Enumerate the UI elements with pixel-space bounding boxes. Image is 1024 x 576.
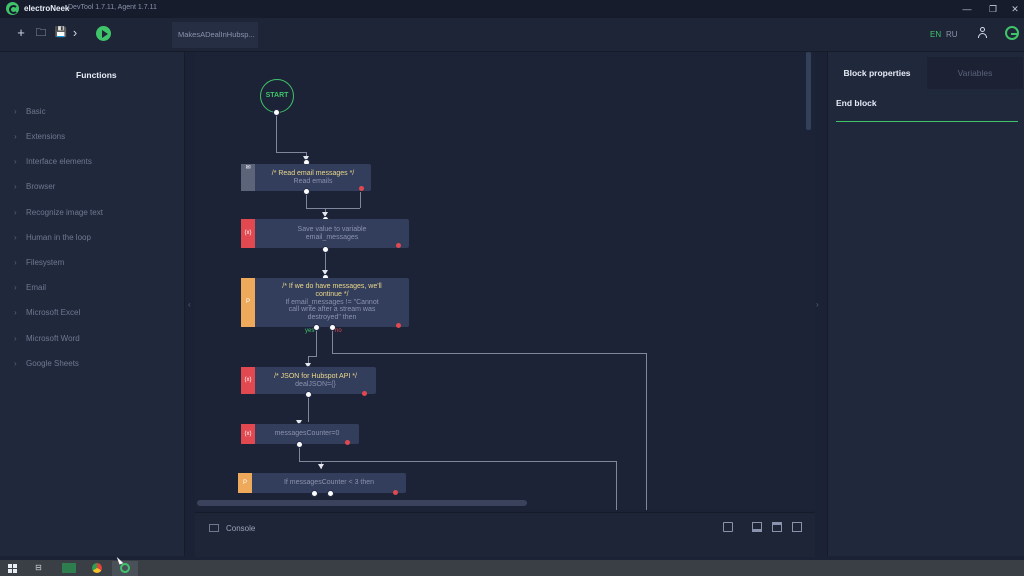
electroneek-logo-icon [6,2,19,15]
function-item-filesystem[interactable]: › Filesystem [14,258,65,267]
chevron-right-icon: › [14,334,17,343]
taskbar-app-icon[interactable] [62,563,76,573]
collapse-left-icon[interactable]: ‹ [188,300,191,309]
chevron-right-icon: › [14,132,17,141]
restore-button[interactable]: ❐ [988,4,998,14]
block-messages-counter[interactable]: (x) messagesCounter=0 [241,424,359,444]
email-icon: ✉ [241,164,255,191]
chevron-right-icon: › [14,283,17,292]
variable-icon: (x) [241,367,255,394]
layout-split-icon[interactable] [772,522,782,532]
variable-icon: (x) [241,424,255,444]
function-item-microsoft-excel[interactable]: › Microsoft Excel [14,308,81,317]
chevron-right-icon: › [14,182,17,191]
function-item-human-in-the-loop[interactable]: › Human in the loop [14,233,91,242]
close-button[interactable]: ✕ [1011,4,1019,14]
console-panel [195,512,815,557]
collapse-right-icon[interactable]: › [816,300,819,309]
tab-variables[interactable]: Variables [927,57,1023,89]
chrome-icon[interactable] [90,563,104,573]
lang-en-button[interactable]: EN [930,30,942,39]
block-json-hubspot[interactable]: (x) /* JSON for Hubspot API */ dealJSON=… [241,367,376,394]
electroneek-brand-icon[interactable] [1005,26,1019,40]
app-name: electroNeek [24,4,70,13]
functions-title: Functions [76,70,117,80]
function-item-basic[interactable]: › Basic [14,107,46,116]
title-bar [0,0,1024,18]
user-icon[interactable] [977,27,988,38]
run-button[interactable] [96,26,111,41]
block-if-counter[interactable]: P If messagesCounter < 3 then [238,473,406,493]
selected-block-name: End block [836,98,877,108]
new-file-icon[interactable]: + [17,25,25,40]
block-read-email[interactable]: ✉ /* Read email messages */ Read emails [241,164,371,191]
functions-panel: Functions › Basic › Extensions › Interface … [0,52,185,556]
chevron-right-icon: › [14,107,17,116]
lang-ru-button[interactable]: RU [946,30,958,39]
properties-panel [827,52,1024,556]
os-taskbar [0,560,1024,576]
app-version: DevTool 1.7.11, Agent 1.7.11 [68,4,157,11]
open-folder-icon[interactable]: 🗀 [35,27,47,39]
layout-full-icon[interactable] [792,522,802,532]
function-item-recognize-image-text[interactable]: › Recognize image text [14,208,103,217]
chevron-right-icon: › [14,359,17,368]
branch-no-label: no [335,328,342,334]
condition-icon: P [241,278,255,327]
variable-icon: (x) [241,219,255,248]
function-item-microsoft-word[interactable]: › Microsoft Word [14,334,80,343]
chevron-right-icon: › [14,308,17,317]
layout-bottom-icon[interactable] [752,522,762,532]
chevron-right-icon[interactable]: › [72,25,78,40]
tab-block-properties[interactable]: Block properties [828,57,926,89]
canvas-vertical-scrollbar[interactable] [806,52,811,130]
trash-icon[interactable] [723,522,733,532]
input-underline [836,121,1018,122]
task-view-icon[interactable]: ⊟ [35,563,42,572]
toolbar [0,18,1024,52]
console-icon [209,524,219,532]
workflow-canvas[interactable]: START ✉ /* Read email messages */ Read e… [195,52,815,510]
start-node[interactable]: START [260,79,294,113]
chevron-right-icon: › [14,233,17,242]
windows-start-icon[interactable] [8,563,18,573]
electroneek-taskbar-icon[interactable] [112,561,138,576]
block-save-value[interactable]: (x) Save value to variable email_message… [241,219,409,248]
condition-icon: P [238,473,252,493]
file-tab[interactable]: MakesADealInHubsp... [172,22,258,48]
canvas-horizontal-scrollbar[interactable] [197,500,527,506]
console-label[interactable]: Console [226,524,256,533]
function-item-interface-elements[interactable]: › Interface elements [14,157,92,166]
chevron-right-icon: › [14,157,17,166]
function-item-browser[interactable]: › Browser [14,182,56,191]
function-item-google-sheets[interactable]: › Google Sheets [14,359,79,368]
branch-yes-label: yes [305,328,315,334]
chevron-right-icon: › [14,208,17,217]
chevron-right-icon: › [14,258,17,267]
block-if-messages[interactable]: P /* If we do have messages, we'll conti… [241,278,409,327]
minimize-button[interactable]: — [962,4,972,14]
function-item-extensions[interactable]: › Extensions [14,132,66,141]
function-item-email[interactable]: › Email [14,283,47,292]
save-icon[interactable]: 💾 [54,27,68,38]
